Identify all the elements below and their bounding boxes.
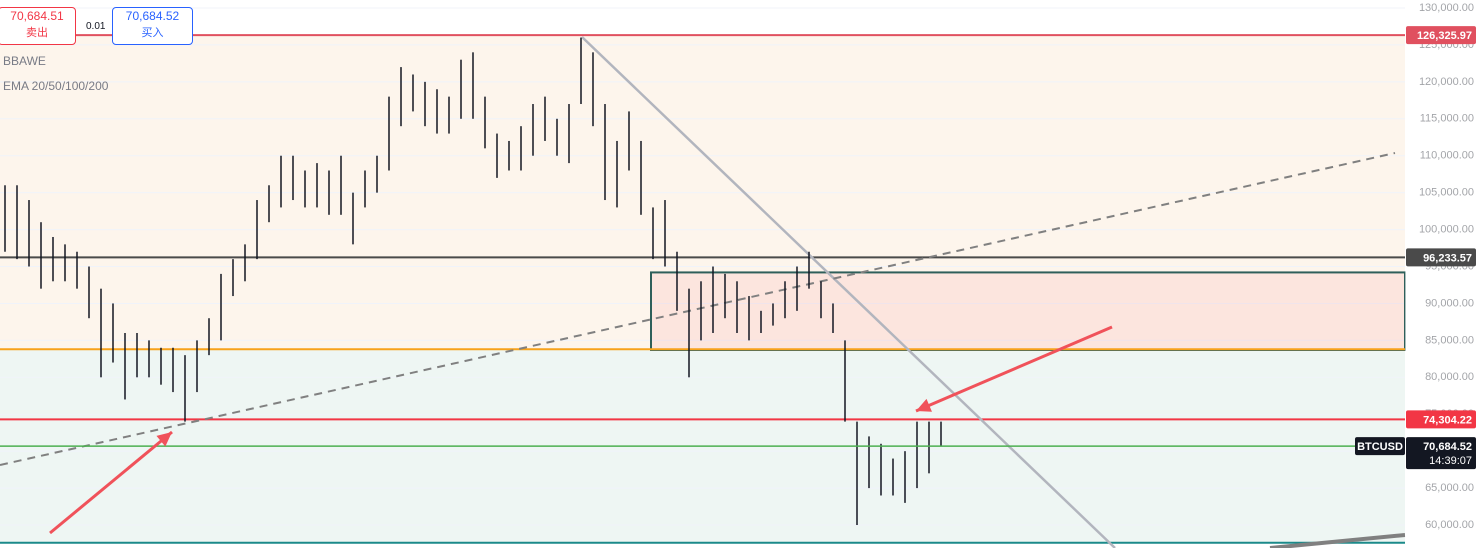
buy-label: 买入	[141, 27, 164, 39]
trend-line	[581, 36, 1116, 548]
level-label: 126,325.97	[1417, 30, 1472, 42]
level-tag	[1406, 410, 1476, 429]
sell-price: 70,684.51	[10, 9, 64, 23]
trend-line	[1269, 533, 1406, 548]
buy-price: 70,684.52	[125, 9, 180, 23]
level-label: 96,233.57	[1423, 252, 1472, 264]
countdown: 14:39:07	[1429, 455, 1472, 467]
buy-button[interactable]: 70,684.52 买入	[112, 7, 193, 45]
indicator[interactable]: BBAWE	[3, 54, 46, 68]
arrow	[49, 430, 173, 535]
arrow	[915, 325, 1113, 413]
arrow-head	[156, 432, 172, 447]
symbol-tag	[1355, 437, 1405, 456]
zone	[650, 271, 1406, 351]
spread: 0.01	[86, 21, 106, 32]
level-tag	[1406, 248, 1476, 267]
last-price-tag	[1406, 437, 1476, 470]
indicator[interactable]: EMA 20/50/100/200	[3, 79, 109, 93]
level-tag	[1406, 26, 1476, 45]
symbol-label: BTCUSD	[1357, 441, 1403, 453]
level-label: 74,304.22	[1423, 414, 1472, 426]
sell-label: 卖出	[26, 27, 48, 39]
last-price-label: 70,684.52	[1423, 441, 1472, 453]
arrow-head	[916, 398, 932, 412]
trend-line-dashed	[0, 152, 1396, 466]
sell-button[interactable]: 70,684.51 卖出	[0, 7, 76, 45]
